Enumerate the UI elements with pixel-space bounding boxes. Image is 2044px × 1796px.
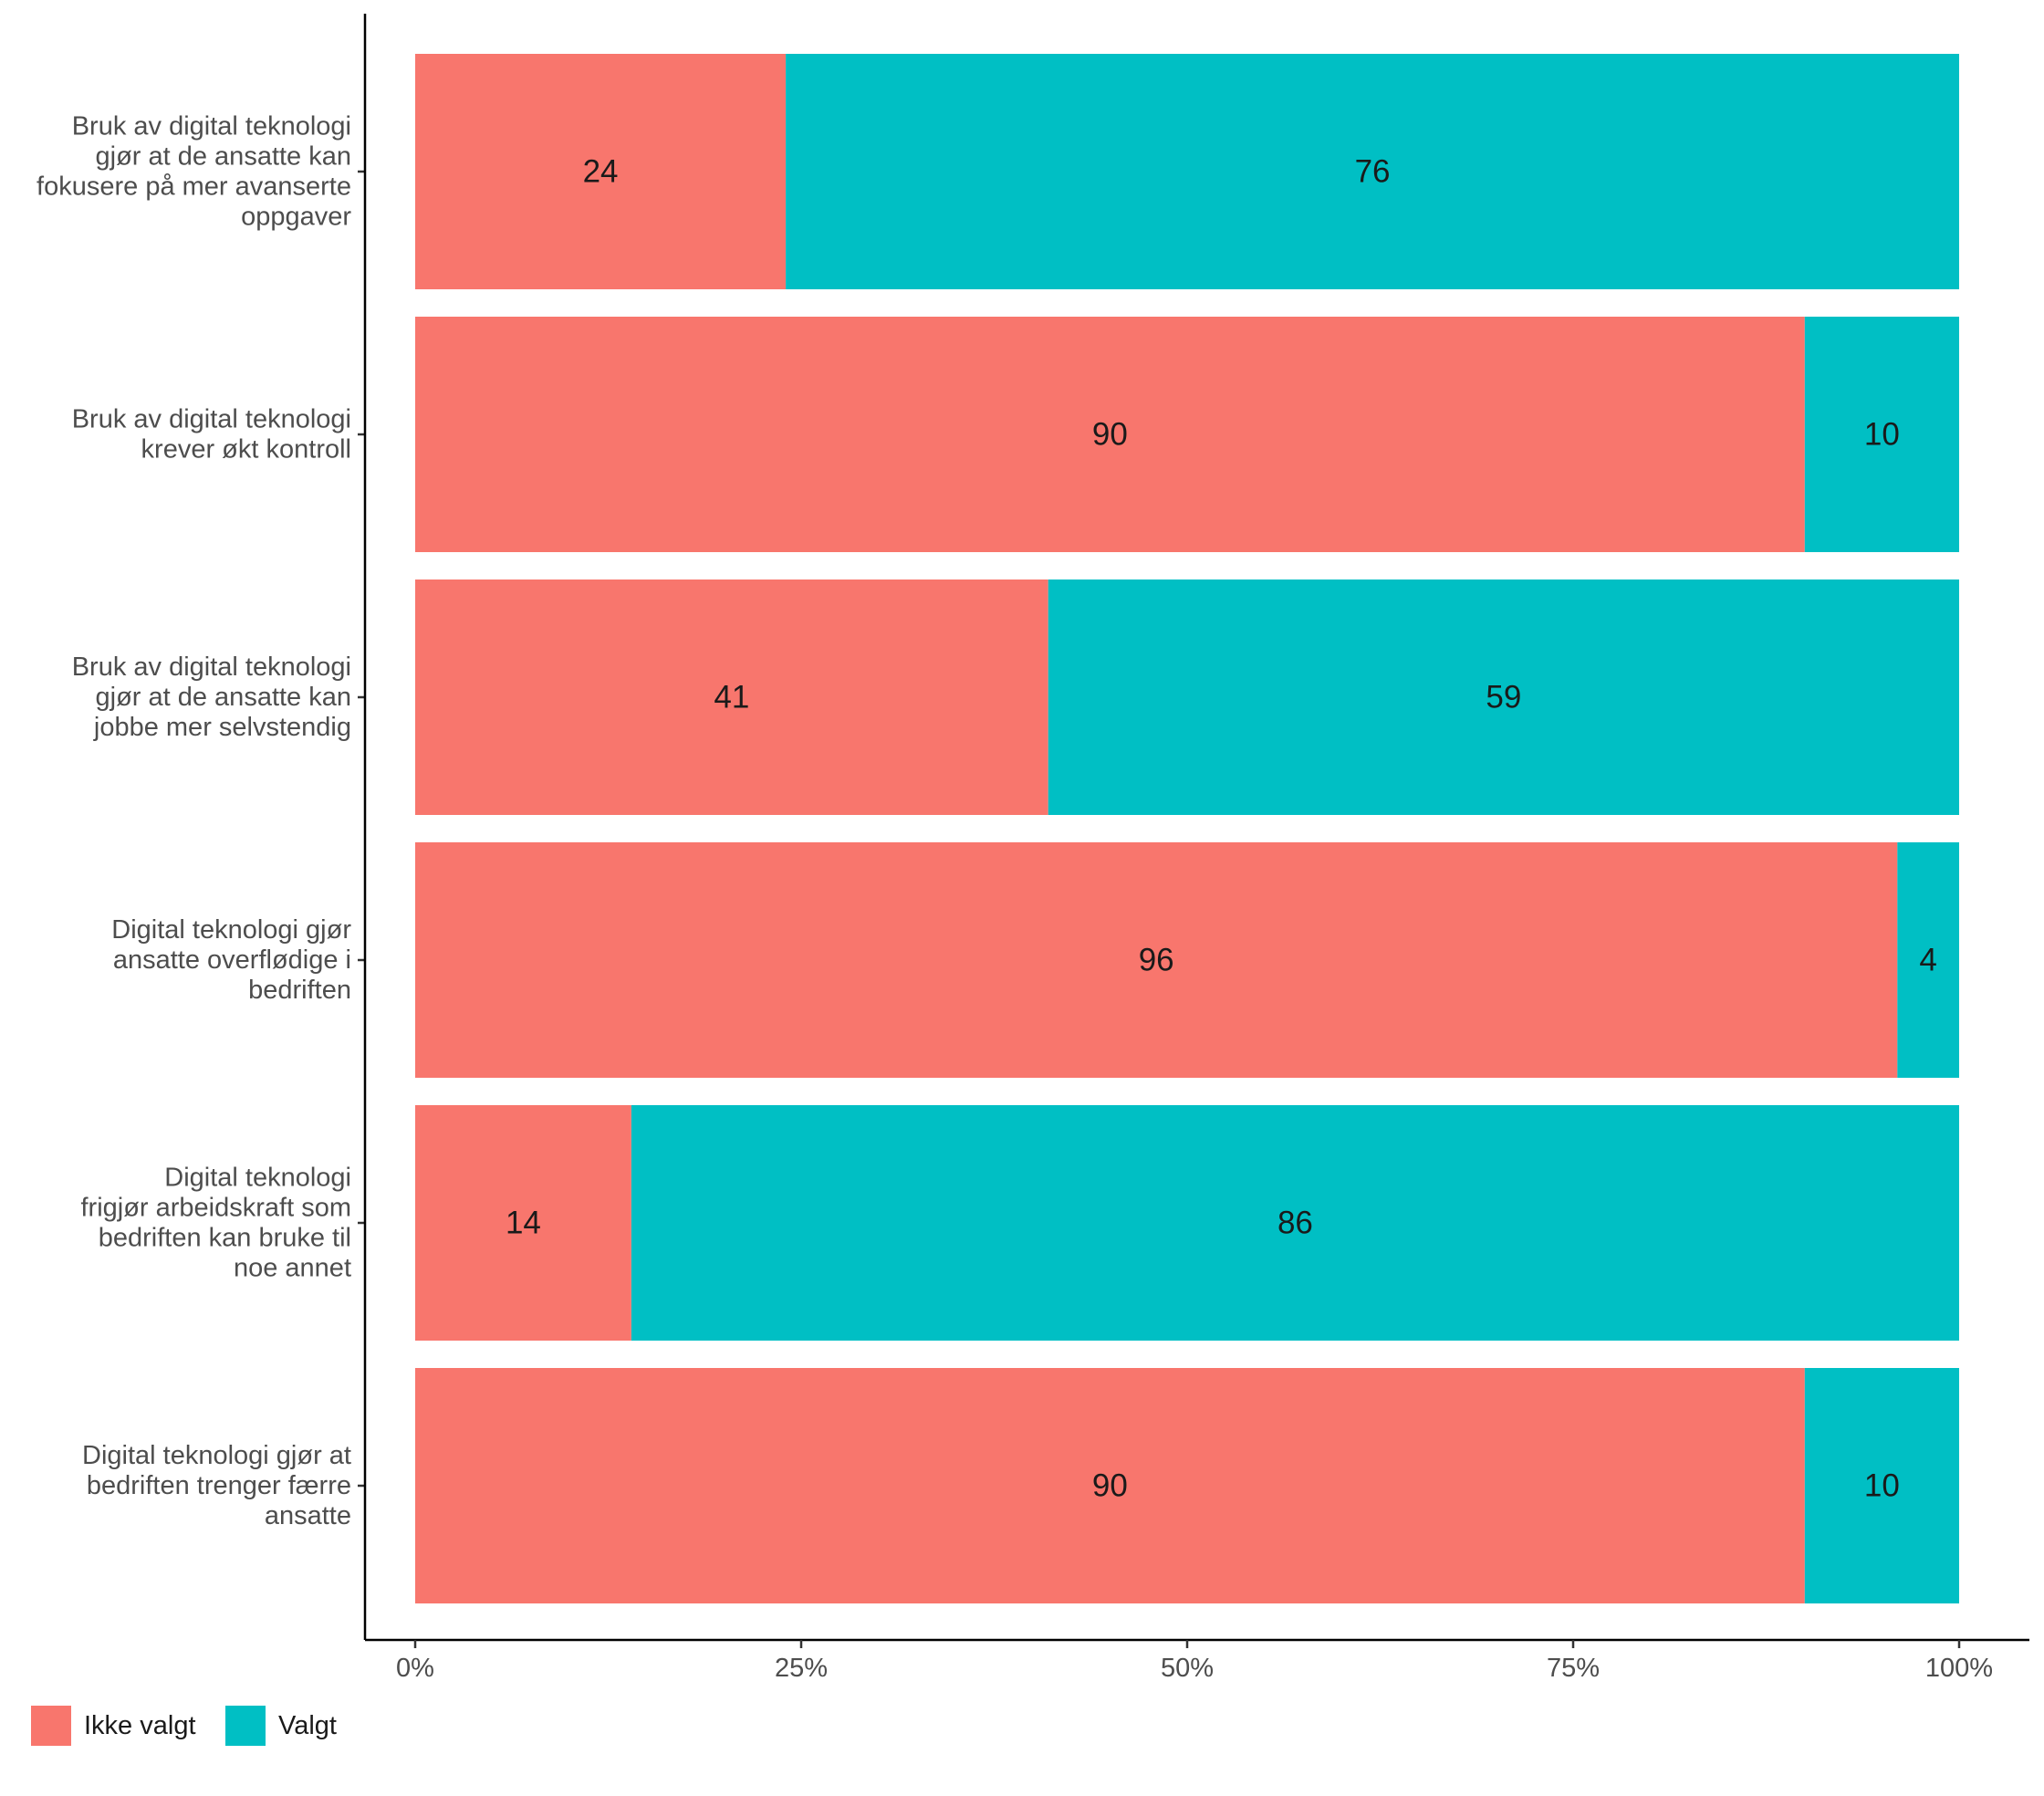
- x-tick-label: 25%: [775, 1654, 828, 1683]
- x-tick-label: 100%: [1925, 1654, 1993, 1683]
- bar-value-label: 86: [1278, 1206, 1313, 1241]
- category-label-line: oppgaver: [241, 203, 351, 232]
- y-axis: Bruk av digital teknologi gjør at de ansa…: [36, 14, 367, 1640]
- category-label-line: Bruk av digital teknologi: [72, 653, 351, 682]
- bar-value-label: 96: [1139, 943, 1174, 978]
- category-label-line: ansatte: [265, 1501, 351, 1530]
- bars-layer: [415, 54, 1959, 1603]
- category-label: Digital teknologi frigjør arbeidskraft so…: [80, 1164, 351, 1283]
- bar-value-label: 4: [1919, 943, 1936, 978]
- bar-valgt-4: [631, 1105, 1959, 1341]
- legend-key-ikke-valgt: [31, 1706, 71, 1746]
- bar-ikke-valgt-5: [415, 1368, 1805, 1603]
- bar-value-label: 10: [1864, 417, 1900, 453]
- bar-ikke-valgt-3: [415, 842, 1898, 1078]
- category-label-line: jobbe mer selvstendig: [93, 713, 351, 742]
- category-label-line: gjør at de ansatte kan: [96, 683, 352, 712]
- category-label-line: noe annet: [234, 1254, 351, 1283]
- bar-value-label: 90: [1092, 1468, 1128, 1504]
- bar-ikke-valgt-2: [415, 580, 1048, 815]
- category-label-line: Digital teknologi gjør at: [82, 1441, 351, 1470]
- bar-value-label: 76: [1355, 154, 1391, 190]
- bar-value-label: 41: [714, 680, 749, 715]
- bar-value-label: 14: [506, 1206, 541, 1241]
- category-label-line: Bruk av digital teknologi: [72, 112, 351, 141]
- category-label-line: Digital teknologi: [164, 1164, 351, 1193]
- bar-ikke-valgt-4: [415, 1105, 631, 1341]
- legend-label: Valgt: [278, 1711, 337, 1740]
- bar-value-label: 90: [1092, 417, 1128, 453]
- bar-value-label: 24: [583, 154, 619, 190]
- bar-valgt-0: [786, 54, 1959, 289]
- bar-valgt-5: [1804, 1368, 1959, 1603]
- legend-key-valgt: [225, 1706, 266, 1746]
- bar-valgt-1: [1804, 317, 1959, 552]
- legend: Ikke valgt Valgt: [31, 1706, 337, 1746]
- category-label-line: fokusere på mer avanserte: [36, 172, 351, 202]
- category-label: Bruk av digital teknologi gjør at de ansa…: [36, 112, 351, 232]
- x-axis: 0% 25% 50% 75% 100%: [365, 1638, 2029, 1683]
- category-label: Digital teknologi gjør at bedriften treng…: [82, 1441, 351, 1530]
- category-label: Bruk av digital teknologi gjør at de ansa…: [72, 653, 351, 742]
- bar-ikke-valgt-0: [415, 54, 787, 289]
- category-label-line: krever økt kontroll: [141, 435, 351, 465]
- category-label-line: gjør at de ansatte kan: [96, 142, 352, 172]
- category-label-line: bedriften: [248, 976, 351, 1005]
- category-label-line: bedriften kan bruke til: [99, 1224, 351, 1253]
- x-tick-label: 75%: [1547, 1654, 1600, 1683]
- bar-value-label: 10: [1864, 1468, 1900, 1504]
- legend-label: Ikke valgt: [84, 1711, 196, 1740]
- bar-labels-layer: 24 76 90 10 41 59 96 4 14 86 90 10: [506, 154, 1937, 1504]
- category-label-line: Bruk av digital teknologi: [72, 405, 351, 434]
- category-label-line: Digital teknologi gjør: [111, 915, 351, 945]
- category-label-line: frigjør arbeidskraft som: [80, 1194, 351, 1223]
- bar-value-label: 59: [1486, 680, 1521, 715]
- x-tick-label: 50%: [1161, 1654, 1214, 1683]
- bar-valgt-2: [1048, 580, 1959, 815]
- category-label: Bruk av digital teknologi krever økt kont…: [72, 405, 351, 465]
- bar-valgt-3: [1897, 842, 1959, 1078]
- category-label-line: ansatte overflødige i: [113, 945, 351, 975]
- bar-ikke-valgt-1: [415, 317, 1805, 552]
- category-label: Digital teknologi gjør ansatte overflødig…: [111, 915, 351, 1005]
- x-tick-label: 0%: [396, 1654, 434, 1683]
- category-label-line: bedriften trenger færre: [87, 1471, 351, 1500]
